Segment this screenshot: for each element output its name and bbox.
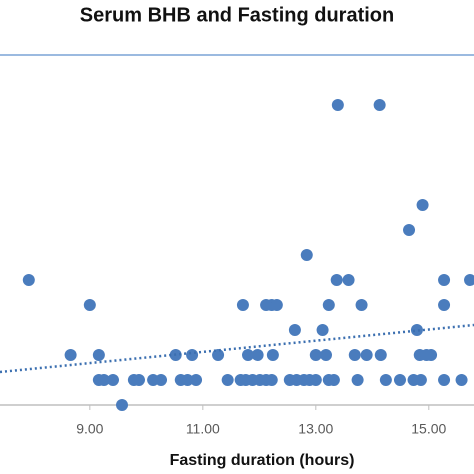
data-point bbox=[92, 349, 105, 361]
x-tick-label: 9.00 bbox=[76, 421, 103, 437]
data-point bbox=[464, 274, 474, 286]
data-point bbox=[236, 299, 249, 311]
data-point bbox=[379, 374, 392, 386]
data-point bbox=[393, 374, 406, 386]
data-point bbox=[132, 374, 145, 386]
data-point bbox=[309, 349, 322, 361]
data-point bbox=[300, 249, 313, 261]
data-point bbox=[242, 349, 255, 361]
data-point bbox=[403, 224, 416, 236]
x-tick-label: 11.00 bbox=[186, 421, 220, 437]
data-point bbox=[327, 374, 340, 386]
data-point bbox=[316, 324, 329, 336]
data-point bbox=[319, 349, 332, 361]
data-point bbox=[155, 374, 168, 386]
data-point bbox=[410, 324, 423, 336]
data-point bbox=[106, 374, 119, 386]
data-point bbox=[251, 349, 264, 361]
data-point bbox=[373, 99, 386, 111]
data-point bbox=[265, 374, 278, 386]
data-point bbox=[351, 374, 364, 386]
x-axis-label: Fasting duration (hours) bbox=[170, 452, 355, 469]
data-point bbox=[438, 274, 451, 286]
data-point bbox=[438, 299, 451, 311]
data-point bbox=[425, 349, 438, 361]
data-point bbox=[97, 374, 110, 386]
trendline bbox=[0, 323, 474, 374]
data-point bbox=[186, 349, 199, 361]
data-point bbox=[438, 374, 451, 386]
data-point bbox=[348, 349, 361, 361]
data-point bbox=[64, 349, 77, 361]
data-point bbox=[266, 349, 279, 361]
x-tick-label: 13.00 bbox=[298, 421, 333, 437]
data-point bbox=[309, 374, 322, 386]
data-point bbox=[270, 299, 283, 311]
data-point bbox=[116, 399, 129, 411]
data-point bbox=[342, 274, 355, 286]
data-point bbox=[455, 374, 468, 386]
data-point bbox=[414, 374, 427, 386]
data-point bbox=[360, 349, 373, 361]
data-point bbox=[331, 99, 344, 111]
data-point bbox=[322, 299, 335, 311]
data-point bbox=[83, 299, 96, 311]
data-point bbox=[355, 299, 368, 311]
data-point bbox=[416, 199, 429, 211]
data-point bbox=[374, 349, 387, 361]
chart-title: Serum BHB and Fasting duration bbox=[80, 4, 394, 26]
data-point bbox=[288, 324, 301, 336]
data-point bbox=[190, 374, 203, 386]
x-tick-label: 15.00 bbox=[411, 421, 446, 437]
data-point bbox=[212, 349, 225, 361]
data-point bbox=[181, 374, 194, 386]
data-point bbox=[330, 274, 343, 286]
data-point bbox=[22, 274, 35, 286]
data-point bbox=[221, 374, 234, 386]
